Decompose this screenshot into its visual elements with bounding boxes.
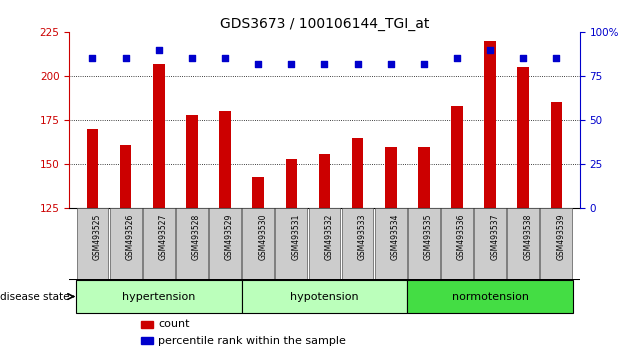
Text: disease state: disease state	[1, 291, 70, 302]
Point	[518, 56, 529, 61]
Text: GSM493525: GSM493525	[93, 214, 101, 260]
FancyBboxPatch shape	[110, 208, 142, 279]
Text: normotension: normotension	[452, 291, 529, 302]
FancyBboxPatch shape	[408, 208, 440, 279]
Text: GSM493533: GSM493533	[358, 214, 367, 261]
FancyBboxPatch shape	[309, 208, 340, 279]
Point	[154, 47, 164, 52]
Point	[88, 56, 98, 61]
FancyBboxPatch shape	[474, 208, 506, 279]
Point	[220, 56, 230, 61]
Text: GSM493532: GSM493532	[324, 214, 333, 260]
FancyBboxPatch shape	[143, 208, 175, 279]
Text: GSM493528: GSM493528	[192, 214, 201, 260]
Point	[419, 61, 429, 67]
Bar	[140, 321, 154, 328]
FancyBboxPatch shape	[541, 208, 572, 279]
Text: GSM493529: GSM493529	[225, 214, 234, 260]
Text: GSM493530: GSM493530	[258, 214, 267, 261]
Text: GSM493526: GSM493526	[125, 214, 135, 260]
Text: count: count	[158, 319, 190, 329]
Text: GSM493535: GSM493535	[424, 214, 433, 261]
Bar	[484, 41, 496, 208]
Point	[286, 61, 296, 67]
Bar	[352, 138, 364, 208]
FancyBboxPatch shape	[275, 208, 307, 279]
FancyBboxPatch shape	[375, 208, 406, 279]
Bar	[219, 111, 231, 208]
FancyBboxPatch shape	[341, 208, 374, 279]
Bar	[451, 106, 463, 208]
Text: GSM493536: GSM493536	[457, 214, 466, 261]
Text: GSM493531: GSM493531	[291, 214, 301, 260]
FancyBboxPatch shape	[441, 208, 473, 279]
Text: hypotension: hypotension	[290, 291, 358, 302]
Bar	[385, 147, 396, 208]
Text: GSM493527: GSM493527	[159, 214, 168, 260]
FancyBboxPatch shape	[76, 280, 242, 313]
Title: GDS3673 / 100106144_TGI_at: GDS3673 / 100106144_TGI_at	[220, 17, 429, 31]
FancyBboxPatch shape	[77, 208, 108, 279]
Bar	[87, 129, 98, 208]
Point	[386, 61, 396, 67]
Point	[353, 61, 363, 67]
Bar	[551, 102, 562, 208]
FancyBboxPatch shape	[209, 208, 241, 279]
Text: percentile rank within the sample: percentile rank within the sample	[158, 336, 346, 346]
Bar	[285, 159, 297, 208]
Bar	[253, 177, 264, 208]
Point	[187, 56, 197, 61]
FancyBboxPatch shape	[242, 280, 407, 313]
Bar	[517, 67, 529, 208]
Text: GSM493539: GSM493539	[556, 214, 565, 261]
Point	[253, 61, 263, 67]
Text: GSM493534: GSM493534	[391, 214, 399, 261]
Bar	[120, 145, 132, 208]
Point	[551, 56, 561, 61]
Bar	[319, 154, 330, 208]
Bar	[140, 337, 154, 344]
Point	[452, 56, 462, 61]
Bar	[153, 64, 164, 208]
Text: hypertension: hypertension	[122, 291, 195, 302]
Text: GSM493537: GSM493537	[490, 214, 499, 261]
FancyBboxPatch shape	[176, 208, 208, 279]
Point	[319, 61, 329, 67]
Text: GSM493538: GSM493538	[524, 214, 532, 260]
Bar	[186, 115, 198, 208]
Point	[120, 56, 130, 61]
Bar	[418, 147, 430, 208]
FancyBboxPatch shape	[407, 280, 573, 313]
FancyBboxPatch shape	[243, 208, 274, 279]
FancyBboxPatch shape	[507, 208, 539, 279]
Point	[485, 47, 495, 52]
